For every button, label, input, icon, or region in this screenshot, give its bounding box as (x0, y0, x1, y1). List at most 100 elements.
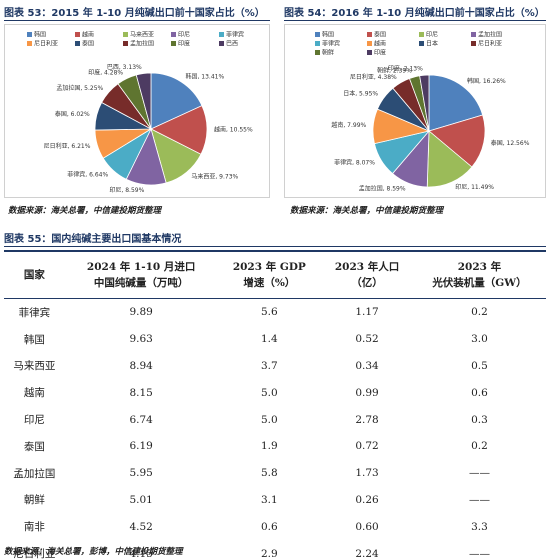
legend-swatch (315, 41, 320, 46)
table-cell: —— (468, 467, 490, 480)
legend-swatch (419, 41, 424, 46)
legend-swatch (171, 32, 176, 37)
slice-label: 菲律宾, 6.64% (67, 170, 108, 178)
table-cell: 马来西亚 (13, 360, 56, 373)
legend-swatch (171, 41, 176, 46)
legend-label: 泰国 (374, 31, 386, 39)
legend-label: 印度 (374, 49, 386, 57)
table-cell: 1.9 (260, 440, 278, 453)
table-cell: 5.6 (260, 306, 278, 319)
legend-swatch (471, 41, 476, 46)
table-cell: 越南 (23, 387, 45, 400)
table-cell: 0.2 (471, 306, 488, 319)
table-cell: 9.63 (129, 333, 153, 346)
title-rule (4, 20, 270, 21)
legend-label: 马来西亚 (130, 31, 154, 39)
pie-slice (419, 74, 430, 132)
table-cell: 5.95 (129, 467, 153, 480)
slice-label: 韩国, 16.26% (467, 77, 506, 85)
table-cell: 1.73 (355, 467, 379, 480)
table-cell: 泰国 (23, 440, 45, 453)
legend-label: 印度 (178, 40, 190, 48)
table-cell: —— (412, 540, 546, 559)
table-cell: 南非 (23, 521, 45, 534)
table-cell: 0.99 (355, 386, 379, 399)
legend-label: 巴西 (226, 41, 238, 48)
table-cell: —— (468, 493, 490, 506)
legend-label: 韩国 (34, 31, 46, 39)
table-cell: 2.78 (355, 413, 379, 426)
slice-label: 巴西, 3.13% (107, 64, 142, 71)
table-cell: 8.94 (129, 359, 153, 372)
table-cell: 6.74 (129, 413, 153, 426)
source-note: 数据来源：海关总署，中信建投期货整理 (8, 206, 162, 216)
table-cell: 1.4 (260, 333, 278, 346)
source-note: 数据来源：海关总署，彭博，中信建投期货整理 (4, 547, 183, 557)
slice-label: 泰国, 6.02% (55, 110, 90, 118)
slice-label: 孟加拉国, 5.25% (56, 84, 103, 92)
legend-label: 泰国 (82, 40, 94, 48)
table-cell: 0.52 (355, 333, 379, 346)
table-cell: 4.15 (64, 540, 218, 559)
legend-label: 印尼 (426, 32, 438, 39)
table-cell: 5.8 (260, 467, 278, 480)
legend-label: 日本 (426, 40, 438, 48)
legend-swatch (367, 41, 372, 46)
table-cell: 菲律宾 (18, 306, 51, 319)
table-cell: 朝鲜 (23, 494, 45, 507)
table-cell: 3.0 (471, 333, 488, 346)
legend-swatch (123, 32, 128, 37)
title-rule (4, 246, 546, 247)
legend-swatch (219, 41, 224, 46)
table-row: 印尼 6.74 5.0 2.78 0.3 (4, 406, 546, 433)
legend-label: 菲律宾 (322, 40, 340, 48)
table-cell: 孟加拉国 (13, 467, 56, 480)
table-cell: 8.15 (129, 386, 153, 399)
table-title: 图表 55：国内纯碱主要出口国基本情况 (4, 234, 182, 245)
table-cell: 5.0 (260, 413, 278, 426)
chart-title: 图表 54：2016 年 1-10 月纯碱出口前十国家占比（%） (284, 8, 545, 19)
table-cell: 5.01 (129, 493, 153, 506)
slice-label: 印尼, 8.59% (109, 187, 144, 194)
table-row: 越南 8.15 5.0 0.99 0.6 (4, 379, 546, 406)
slice-label: 韩国, 13.41% (185, 72, 224, 80)
legend-swatch (219, 32, 224, 37)
legend-swatch (367, 50, 372, 55)
legend-swatch (75, 41, 80, 46)
table-row: 菲律宾 9.89 5.6 1.17 0.2 (4, 299, 546, 326)
table-cell: 1.17 (355, 306, 379, 319)
slice-label: 尼日利亚, 4.38% (350, 73, 397, 81)
legend-label: 菲律宾 (226, 31, 244, 39)
table-cell: 0.6 (471, 386, 488, 399)
slice-label: 印度, 4.28% (88, 69, 123, 77)
table-cell: 2.9 (217, 540, 322, 559)
header-cell: 2024 年 1-10 月进口 中国纯碱量（万吨） (64, 250, 218, 299)
title-rule (284, 20, 546, 21)
legend-swatch (315, 32, 320, 37)
header-cell: 国家 (4, 250, 65, 299)
table-cell: 0.72 (355, 440, 379, 453)
legend-label: 孟加拉国 (130, 40, 154, 48)
header-row: 国家 2024 年 1-10 月进口 中国纯碱量（万吨） 2023 年 GDP 增速… (4, 250, 546, 299)
table-row: 韩国 9.63 1.4 0.52 3.0 (4, 326, 546, 353)
table-row: 尼日利亚 4.15 2.9 2.24 —— (4, 540, 546, 559)
table-cell: 0.2 (471, 440, 488, 453)
legend-swatch (75, 32, 80, 37)
pie-slice (428, 74, 484, 132)
slice-label: 孟加拉国, 8.59% (359, 184, 406, 192)
table-cell: 3.1 (260, 493, 278, 506)
header-cell: 2023 年 GDP 增速（%） (217, 250, 322, 299)
pie-slice (150, 105, 208, 155)
table-cell: 0.26 (355, 493, 379, 506)
legend-swatch (471, 32, 476, 37)
legend-label: 越南 (374, 40, 386, 48)
pie-slice (426, 130, 473, 188)
table-cell: 0.60 (355, 520, 379, 533)
slice-label: 印尼, 11.49% (455, 184, 494, 191)
legend-swatch (419, 32, 424, 37)
slice-label: 朝鲜, 2.39% (377, 67, 412, 75)
table-cell: 0.3 (471, 413, 488, 426)
table-cell: 2.24 (321, 540, 413, 559)
